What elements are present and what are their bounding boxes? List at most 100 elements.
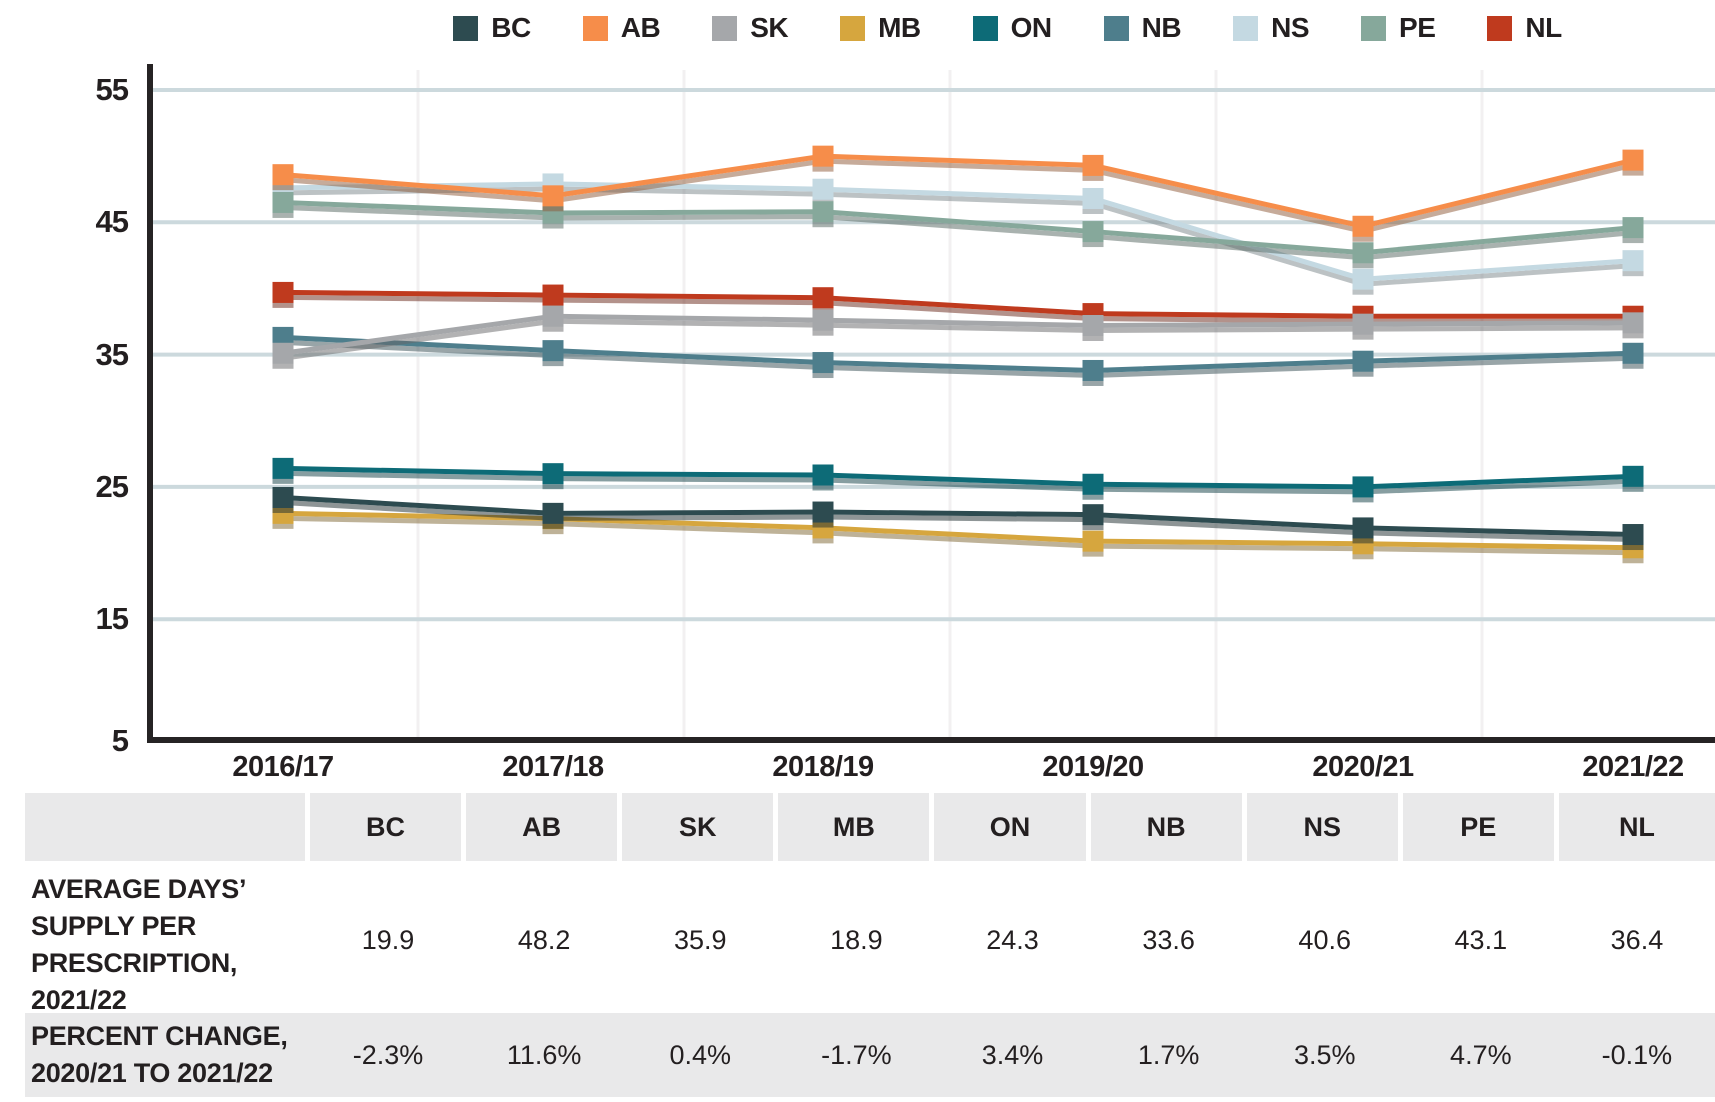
data-point-mb-2019/20 <box>1082 530 1104 552</box>
table-col-header-nb: NB <box>1090 793 1247 861</box>
table-col-header-nl: NL <box>1558 793 1715 861</box>
trend-line-chart <box>147 64 1715 743</box>
legend-item-pe: PE <box>1361 12 1436 44</box>
legend-item-nb: NB <box>1103 12 1182 44</box>
legend-item-bc: BC <box>453 12 531 44</box>
legend-item-ns: NS <box>1233 12 1310 44</box>
summary-table: BC AB SK MB ON NB NS PE NL AVERAGE DAYS’ SUPPLY P… <box>25 793 1715 1097</box>
data-point-nl-2018/19 <box>812 287 834 309</box>
legend-swatch-icon <box>1233 15 1259 41</box>
y-axis-tick-5: 5 <box>111 723 129 758</box>
data-point-sk-2017/18 <box>542 305 564 327</box>
table-header-row: BC AB SK MB ON NB NS PE NL <box>25 793 1715 861</box>
data-point-nl-2016/17 <box>272 281 294 303</box>
legend-label: NS <box>1271 12 1310 43</box>
legend-item-ab: AB <box>582 12 661 44</box>
data-point-ns-2021/22 <box>1622 250 1644 272</box>
data-point-bc-2017/18 <box>542 502 564 524</box>
x-axis-line <box>147 737 1715 743</box>
data-point-nb-2017/18 <box>542 340 564 362</box>
data-point-sk-2018/19 <box>812 309 834 331</box>
data-point-on-2021/22 <box>1622 465 1644 487</box>
data-point-ab-2016/17 <box>272 164 294 186</box>
legend-swatch-icon <box>972 15 998 41</box>
legend-item-sk: SK <box>712 12 789 44</box>
legend-label: NL <box>1525 12 1562 43</box>
legend-label: BC <box>491 12 531 43</box>
legend-label: MB <box>878 12 921 43</box>
series-line-pe <box>282 199 1634 256</box>
series-ab <box>272 145 1644 242</box>
table-col-header-on: ON <box>934 793 1091 861</box>
data-point-ns-2019/20 <box>1082 187 1104 209</box>
legend-item-mb: MB <box>840 12 921 44</box>
table-value-mb: -1.7% <box>821 1039 892 1070</box>
series-pe <box>272 191 1644 269</box>
data-point-sk-2019/20 <box>1082 314 1104 336</box>
table-col-header-ns: NS <box>1246 793 1403 861</box>
data-point-on-2019/20 <box>1082 473 1104 495</box>
legend-swatch-icon <box>1487 15 1513 41</box>
row-label: PERCENT CHANGE, 2020/21 TO 2021/22 <box>31 1021 288 1088</box>
table-value-pe: 43.1 <box>1454 924 1508 955</box>
legend-swatch-icon <box>1361 15 1387 41</box>
table-col-header-ab: AB <box>466 793 623 861</box>
legend-item-nl: NL <box>1487 12 1562 44</box>
table-value-mb: 18.9 <box>830 924 883 955</box>
x-axis-tick-2019/20: 2019/20 <box>1042 751 1144 783</box>
data-point-ns-2020/21 <box>1352 268 1374 290</box>
y-axis-tick-55: 55 <box>95 72 129 107</box>
table-value-on: 24.3 <box>986 924 1039 955</box>
data-point-sk-2016/17 <box>272 342 294 364</box>
data-point-nb-2020/21 <box>1352 350 1374 372</box>
series-line-sk <box>282 313 1634 356</box>
legend-label: SK <box>750 12 789 43</box>
data-point-pe-2019/20 <box>1082 221 1104 243</box>
y-axis-tick-35: 35 <box>95 336 129 372</box>
data-point-on-2020/21 <box>1352 476 1374 498</box>
data-point-on-2016/17 <box>272 457 294 479</box>
legend-swatch-icon <box>453 15 479 41</box>
legend-swatch-icon <box>1103 15 1129 41</box>
chart-legend: BC AB SK MB ON NB NS PE NL <box>0 6 1715 50</box>
x-axis-tick-2020/21: 2020/21 <box>1312 751 1414 783</box>
chart-area: 55 45 35 25 15 5 2016/17 2017/18 2018/19 2019/20 2… <box>95 64 1715 783</box>
data-point-sk-2021/22 <box>1622 312 1644 334</box>
table-col-header-mb: MB <box>778 793 935 861</box>
series-line-bc <box>282 494 1634 538</box>
table-value-ns: 40.6 <box>1298 924 1351 955</box>
table-value-ns: 3.5% <box>1293 1039 1356 1070</box>
data-point-ab-2019/20 <box>1082 154 1104 176</box>
series-on <box>272 457 1644 503</box>
data-point-bc-2016/17 <box>272 486 294 508</box>
x-axis-tick-2016/17: 2016/17 <box>232 751 334 783</box>
data-point-bc-2018/19 <box>812 501 834 523</box>
data-point-bc-2020/21 <box>1352 517 1374 539</box>
data-point-pe-2016/17 <box>272 191 294 213</box>
data-point-pe-2020/21 <box>1352 242 1374 264</box>
table-value-ab: 48.2 <box>517 924 571 955</box>
legend-label: ON <box>1010 12 1053 43</box>
legend-label: NB <box>1141 12 1182 43</box>
data-point-nb-2018/19 <box>812 352 834 374</box>
x-axis-tick-2021/22: 2021/22 <box>1582 751 1684 783</box>
data-point-on-2017/18 <box>542 463 564 485</box>
y-axis-tick-25: 25 <box>95 468 129 504</box>
legend-item-on: ON <box>972 12 1053 44</box>
y-axis-tick-45: 45 <box>95 204 129 240</box>
series-line-on <box>282 465 1634 490</box>
series-bc <box>272 486 1644 551</box>
data-point-nl-2017/18 <box>542 284 564 306</box>
table-value-bc: 19.9 <box>361 924 415 955</box>
table-value-on: 3.4% <box>981 1039 1044 1070</box>
table-value-nb: 33.6 <box>1142 924 1195 955</box>
data-point-pe-2018/19 <box>812 201 834 223</box>
table-col-header-sk: SK <box>622 793 779 861</box>
data-point-bc-2021/22 <box>1622 524 1644 546</box>
data-point-pe-2021/22 <box>1622 217 1644 239</box>
series-line-nb <box>282 334 1634 373</box>
y-axis-tick-15: 15 <box>95 601 129 637</box>
series-sk <box>272 305 1644 369</box>
data-point-on-2018/19 <box>812 464 834 486</box>
